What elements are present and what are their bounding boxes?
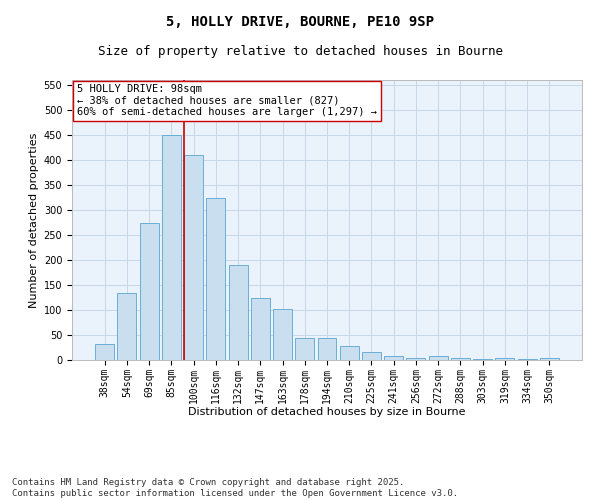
Bar <box>118 292 136 360</box>
Bar <box>229 265 248 360</box>
Bar <box>251 298 270 360</box>
Bar <box>295 338 314 360</box>
Bar <box>473 358 492 360</box>
Text: Size of property relative to detached houses in Bourne: Size of property relative to detached ho… <box>97 45 503 58</box>
Bar <box>406 358 425 360</box>
Bar <box>340 346 359 360</box>
Text: 5, HOLLY DRIVE, BOURNE, PE10 9SP: 5, HOLLY DRIVE, BOURNE, PE10 9SP <box>166 15 434 29</box>
Bar <box>317 338 337 360</box>
Bar <box>451 358 470 360</box>
Text: 5 HOLLY DRIVE: 98sqm
← 38% of detached houses are smaller (827)
60% of semi-deta: 5 HOLLY DRIVE: 98sqm ← 38% of detached h… <box>77 84 377 117</box>
Y-axis label: Number of detached properties: Number of detached properties <box>29 132 40 308</box>
X-axis label: Distribution of detached houses by size in Bourne: Distribution of detached houses by size … <box>188 407 466 417</box>
Bar <box>384 356 403 360</box>
Bar <box>429 356 448 360</box>
Bar <box>95 344 114 360</box>
Bar <box>273 308 292 360</box>
Bar <box>184 155 203 360</box>
Bar <box>496 358 514 360</box>
Bar <box>206 198 225 360</box>
Text: Contains HM Land Registry data © Crown copyright and database right 2025.
Contai: Contains HM Land Registry data © Crown c… <box>12 478 458 498</box>
Bar <box>518 358 536 360</box>
Bar <box>162 135 181 360</box>
Bar <box>540 358 559 360</box>
Bar <box>362 352 381 360</box>
Bar <box>140 222 158 360</box>
